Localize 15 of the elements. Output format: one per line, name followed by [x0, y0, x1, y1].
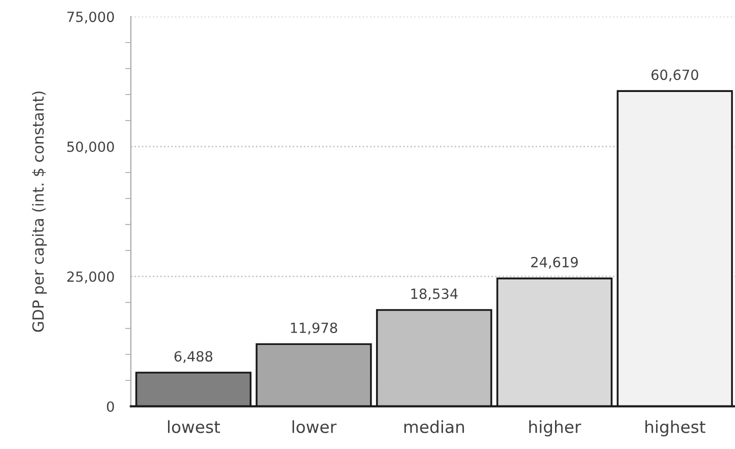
- data-label: 11,978: [290, 322, 338, 334]
- x-tick-label: median: [404, 420, 464, 434]
- x-tick-label: higher: [529, 420, 582, 436]
- x-tick-label: highest: [645, 420, 706, 436]
- y-tick-label: 75,000: [67, 12, 114, 24]
- data-label: 18,534: [411, 288, 458, 300]
- y-tick-label: 50,000: [67, 141, 114, 154]
- y-axis-title: GDP per capita (int. $ constant): [32, 92, 47, 332]
- x-tick-label: lowest: [168, 420, 220, 434]
- data-label: 60,670: [651, 70, 698, 82]
- y-tick-label: 0: [106, 401, 114, 412]
- x-tick-label: lower: [292, 420, 337, 434]
- data-label: 6,488: [174, 351, 212, 364]
- data-label: 24,619: [531, 256, 578, 269]
- y-tick-label: 25,000: [67, 271, 114, 284]
